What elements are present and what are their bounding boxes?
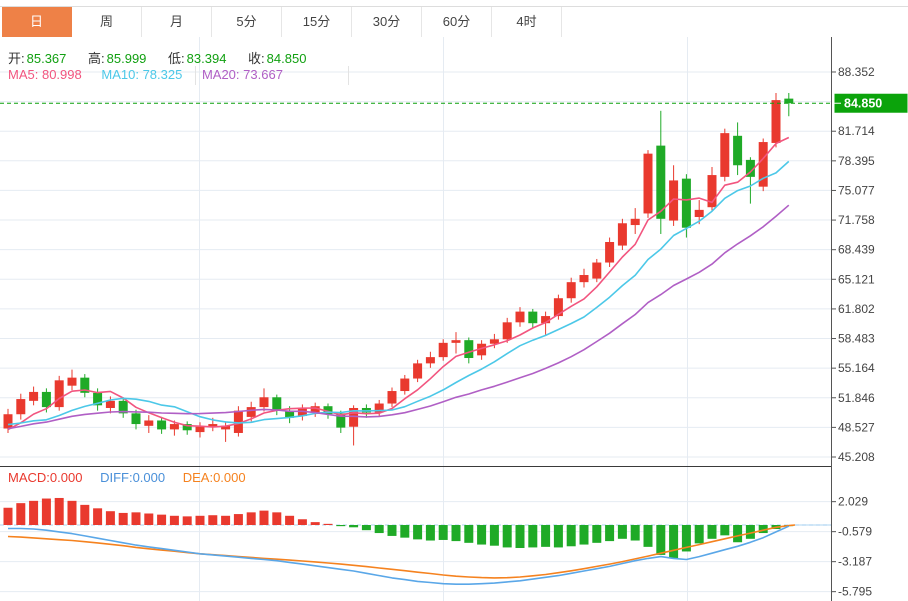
gridlines bbox=[0, 37, 831, 601]
svg-text:-3.187: -3.187 bbox=[838, 555, 872, 569]
svg-text:65.121: 65.121 bbox=[838, 272, 875, 286]
ma5-readout: MA5: 80.998 bbox=[8, 67, 82, 82]
tab-60min[interactable]: 60分 bbox=[422, 7, 492, 37]
svg-text:75.077: 75.077 bbox=[838, 183, 875, 197]
svg-text:-0.579: -0.579 bbox=[838, 525, 872, 539]
tab-month[interactable]: 月 bbox=[142, 7, 212, 37]
current-price-tag: 84.850 bbox=[831, 93, 908, 113]
ma5-line bbox=[7, 136, 790, 431]
tab-30min[interactable]: 30分 bbox=[352, 7, 422, 37]
ma-legend-divider bbox=[195, 66, 196, 85]
svg-text:78.395: 78.395 bbox=[838, 154, 875, 168]
svg-text:61.802: 61.802 bbox=[838, 302, 875, 316]
svg-text:88.352: 88.352 bbox=[838, 65, 875, 79]
high-readout: 高: 85.999 bbox=[88, 51, 147, 66]
svg-text:81.714: 81.714 bbox=[838, 124, 875, 138]
ma20-readout: MA20: 73.667 bbox=[201, 67, 283, 82]
svg-text:2.029: 2.029 bbox=[838, 495, 868, 509]
ma-legend: MA5: 80.998 MA10: 78.325 MA20: 73.667 bbox=[8, 67, 301, 82]
ma-legend-divider bbox=[348, 66, 349, 85]
dea-readout: DEA:0.000 bbox=[182, 470, 246, 485]
svg-text:71.758: 71.758 bbox=[838, 213, 875, 227]
close-readout: 收: 84.850 bbox=[248, 51, 307, 66]
tab-15min[interactable]: 15分 bbox=[282, 7, 352, 37]
tab-day[interactable]: 日 bbox=[2, 7, 72, 37]
open-readout: 开: 85.367 bbox=[8, 51, 67, 66]
low-readout: 低: 83.394 bbox=[168, 51, 227, 66]
svg-text:58.483: 58.483 bbox=[838, 332, 875, 346]
macd-legend: MACD:0.000 DIFF:0.000 DEA:0.000 bbox=[8, 470, 264, 485]
interval-tabbar: 日周月 5分 15分 30分 60分 4时 bbox=[0, 0, 908, 37]
macd-readout: MACD:0.000 bbox=[8, 470, 83, 485]
macd-histogram bbox=[3, 497, 794, 559]
svg-text:48.527: 48.527 bbox=[838, 420, 875, 434]
ma10-readout: MA10: 78.325 bbox=[101, 67, 183, 82]
svg-text:45.208: 45.208 bbox=[838, 450, 875, 464]
tabbar-top-border bbox=[0, 6, 908, 7]
diff-readout: DIFF:0.000 bbox=[100, 470, 166, 485]
interval-tabs: 日周月 5分 15分 30分 60分 4时 bbox=[2, 7, 562, 37]
ohlc-legend: 开: 85.367 高: 85.999 低: 83.394 收: 84.850 bbox=[8, 48, 324, 67]
svg-text:-5.795: -5.795 bbox=[838, 585, 872, 599]
dea-line bbox=[7, 524, 789, 579]
svg-text:51.846: 51.846 bbox=[838, 391, 875, 405]
dea-line-tail bbox=[788, 524, 796, 527]
tab-4hour[interactable]: 4时 bbox=[492, 7, 562, 37]
ma20-line bbox=[7, 204, 790, 430]
ma10-line bbox=[7, 160, 790, 426]
svg-text:84.850: 84.850 bbox=[844, 97, 882, 111]
candles-layer bbox=[3, 92, 794, 446]
tab-5min[interactable]: 5分 bbox=[212, 7, 282, 37]
axis-labels: 88.352 81.714 78.395 75.077 71.758 68.439 65.1… bbox=[831, 65, 875, 599]
diff-line bbox=[8, 525, 790, 586]
svg-text:68.439: 68.439 bbox=[838, 243, 875, 257]
svg-text:55.164: 55.164 bbox=[838, 361, 875, 375]
tab-week[interactable]: 周 bbox=[72, 7, 142, 37]
